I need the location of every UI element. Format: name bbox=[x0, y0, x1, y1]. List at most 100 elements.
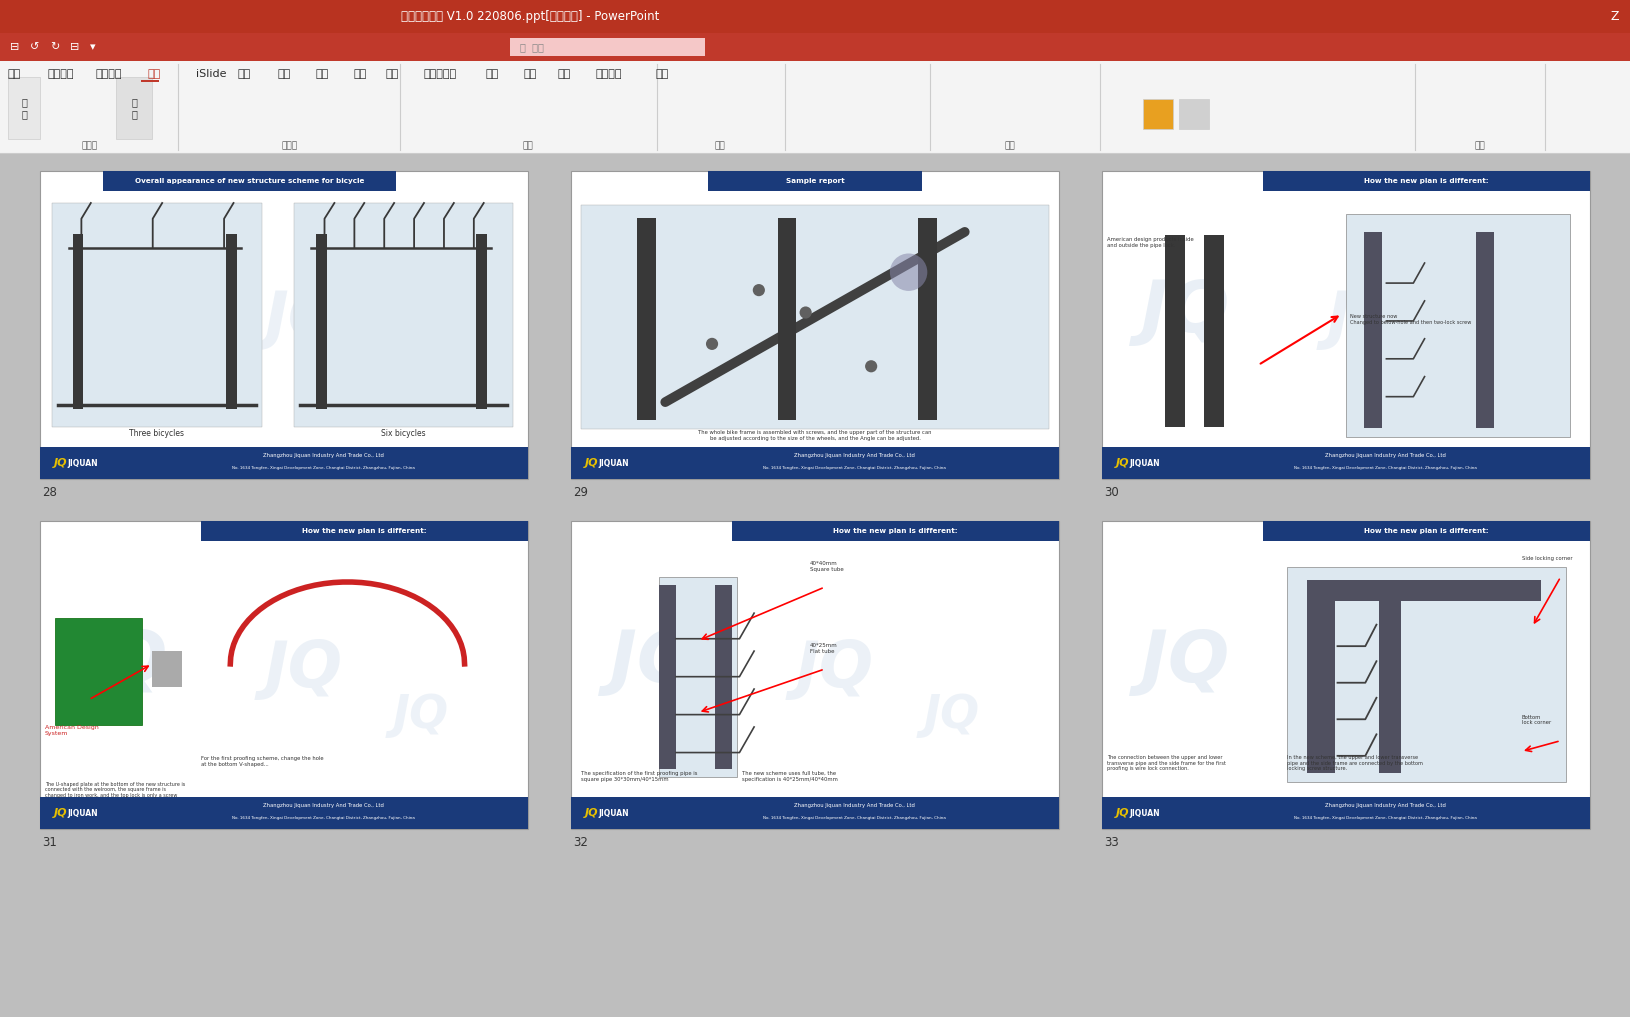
Text: JQ: JQ bbox=[393, 693, 448, 737]
Text: JIQUAN: JIQUAN bbox=[67, 809, 98, 818]
Bar bbox=[1477, 232, 1495, 428]
Text: JQ: JQ bbox=[610, 279, 698, 347]
Text: JQ: JQ bbox=[795, 638, 874, 700]
Bar bbox=[570, 447, 1060, 479]
Text: 粘
贴: 粘 贴 bbox=[21, 98, 28, 119]
Bar bbox=[41, 521, 528, 829]
Text: iSlide: iSlide bbox=[196, 69, 227, 79]
Text: JQ: JQ bbox=[1141, 279, 1229, 347]
Bar bbox=[41, 447, 528, 479]
Text: 绘图: 绘图 bbox=[279, 69, 292, 79]
Text: American Design
System: American Design System bbox=[46, 725, 99, 736]
Text: Zhangzhou Jiquan Industry And Trade Co., Ltd: Zhangzhou Jiquan Industry And Trade Co.,… bbox=[262, 454, 383, 459]
Text: JQ: JQ bbox=[78, 279, 168, 347]
Text: 文件: 文件 bbox=[8, 69, 21, 79]
Text: JQ: JQ bbox=[1117, 458, 1130, 468]
Text: 帮助: 帮助 bbox=[655, 69, 668, 79]
Bar bbox=[8, 77, 41, 139]
Text: No. 1634 Tongfen, Xingai Development Zone, Changtai District, Zhangzhou, Fujian,: No. 1634 Tongfen, Xingai Development Zon… bbox=[763, 816, 945, 820]
Circle shape bbox=[753, 284, 764, 296]
Text: 开发工具: 开发工具 bbox=[597, 69, 623, 79]
Bar bbox=[1143, 99, 1174, 129]
Bar bbox=[152, 651, 181, 686]
Text: Z: Z bbox=[1610, 10, 1619, 23]
Text: Zhangzhou Jiquan Industry And Trade Co., Ltd: Zhangzhou Jiquan Industry And Trade Co.,… bbox=[1325, 454, 1446, 459]
Text: How the new plan is different:: How the new plan is different: bbox=[1364, 178, 1488, 184]
Text: 视图: 视图 bbox=[523, 69, 538, 79]
Text: ↺: ↺ bbox=[29, 42, 39, 52]
Text: JQ: JQ bbox=[924, 693, 980, 737]
Text: No. 1634 Tongfen, Xingai Development Zone, Changtai District, Zhangzhou, Fujian,: No. 1634 Tongfen, Xingai Development Zon… bbox=[763, 466, 945, 470]
Text: JQ: JQ bbox=[795, 288, 874, 350]
Text: JQ: JQ bbox=[78, 629, 168, 698]
Bar bbox=[41, 171, 528, 479]
Text: JIQUAN: JIQUAN bbox=[67, 459, 98, 468]
Text: 幻灯片放映: 幻灯片放映 bbox=[424, 69, 456, 79]
Bar bbox=[707, 171, 923, 191]
Text: 效率专家: 效率专家 bbox=[96, 69, 122, 79]
Text: Zhangzhou Jiquan Industry And Trade Co., Ltd: Zhangzhou Jiquan Industry And Trade Co.,… bbox=[794, 803, 914, 809]
Text: 剪贴板: 剪贴板 bbox=[82, 141, 98, 151]
Text: JQ: JQ bbox=[585, 458, 598, 468]
Text: New structure now
Changed to below-hole and then two-lock screw: New structure now Changed to below-hole … bbox=[1351, 314, 1472, 324]
Text: 32: 32 bbox=[574, 836, 588, 848]
Text: JIQUAN: JIQUAN bbox=[598, 459, 629, 468]
Bar bbox=[637, 219, 655, 420]
Text: JQ: JQ bbox=[1141, 629, 1229, 698]
Text: No. 1634 Tongfen, Xingai Development Zone, Changtai District, Zhangzhou, Fujian,: No. 1634 Tongfen, Xingai Development Zon… bbox=[231, 466, 414, 470]
Text: JQ: JQ bbox=[264, 288, 342, 350]
Text: The connection between the upper and lower
transverse pipe and the side frame fo: The connection between the upper and low… bbox=[1107, 755, 1226, 772]
Bar bbox=[1307, 584, 1335, 773]
Bar bbox=[52, 203, 262, 427]
Bar bbox=[570, 521, 1060, 829]
Text: No. 1634 Tongfen, Xingai Development Zone, Changtai District, Zhangzhou, Fujian,: No. 1634 Tongfen, Xingai Development Zon… bbox=[1294, 466, 1477, 470]
Bar bbox=[732, 521, 1060, 541]
Bar bbox=[55, 617, 142, 725]
Text: The U-shaped plate at the bottom of the new structure is
connected with the welr: The U-shaped plate at the bottom of the … bbox=[46, 782, 186, 798]
Text: JQ: JQ bbox=[54, 458, 67, 468]
Text: The new scheme uses full tube, the
specification is 40*25mm/40*40mm: The new scheme uses full tube, the speci… bbox=[742, 771, 838, 782]
Text: Zhangzhou Jiquan Industry And Trade Co., Ltd: Zhangzhou Jiquan Industry And Trade Co.,… bbox=[794, 454, 914, 459]
Text: No. 1634 Tongfen, Xingai Development Zone, Changtai District, Zhangzhou, Fujian,: No. 1634 Tongfen, Xingai Development Zon… bbox=[231, 816, 414, 820]
Text: 40*25mm
Flat tube: 40*25mm Flat tube bbox=[810, 643, 838, 654]
Text: JQ: JQ bbox=[610, 629, 698, 698]
Text: JQ: JQ bbox=[393, 343, 448, 387]
Bar bbox=[1307, 580, 1540, 601]
Text: JIQUAN: JIQUAN bbox=[1130, 809, 1159, 818]
Circle shape bbox=[706, 338, 719, 350]
Bar bbox=[1205, 235, 1224, 426]
Text: 33: 33 bbox=[1104, 836, 1118, 848]
Text: JQ: JQ bbox=[1327, 638, 1405, 700]
Text: 集全报告模版 V1.0 220806.ppt[兼容模式] - PowerPoint: 集全报告模版 V1.0 220806.ppt[兼容模式] - PowerPoin… bbox=[401, 10, 659, 23]
Text: 开始: 开始 bbox=[148, 69, 161, 79]
Bar bbox=[0, 33, 1630, 61]
Text: JQ: JQ bbox=[264, 638, 342, 700]
Text: 新
建: 新 建 bbox=[130, 98, 137, 119]
Text: JIQUAN: JIQUAN bbox=[1130, 459, 1159, 468]
Bar bbox=[1263, 521, 1589, 541]
Text: How the new plan is different:: How the new plan is different: bbox=[1364, 528, 1488, 534]
Bar bbox=[1288, 566, 1565, 782]
Text: How the new plan is different:: How the new plan is different: bbox=[833, 528, 958, 534]
Bar bbox=[510, 38, 706, 56]
Text: 审阅: 审阅 bbox=[486, 69, 499, 79]
Text: 30: 30 bbox=[1104, 485, 1118, 498]
Text: JQ: JQ bbox=[54, 807, 67, 818]
Circle shape bbox=[866, 360, 877, 372]
Bar bbox=[1102, 171, 1589, 479]
Text: 录制: 录制 bbox=[557, 69, 570, 79]
Bar bbox=[41, 797, 528, 829]
Text: 字体: 字体 bbox=[523, 141, 533, 151]
Text: 幻灯片: 幻灯片 bbox=[282, 141, 298, 151]
Text: 🔍  搜索: 🔍 搜索 bbox=[520, 42, 544, 52]
Text: 28: 28 bbox=[42, 485, 57, 498]
Text: 31: 31 bbox=[42, 836, 57, 848]
Text: 动画: 动画 bbox=[386, 69, 399, 79]
Text: Six bicycles: Six bicycles bbox=[381, 429, 425, 438]
Bar bbox=[1102, 447, 1589, 479]
Bar bbox=[716, 585, 732, 769]
Text: Zhangzhou Jiquan Industry And Trade Co., Ltd: Zhangzhou Jiquan Industry And Trade Co.,… bbox=[262, 803, 383, 809]
Text: JQ: JQ bbox=[1454, 693, 1511, 737]
Text: 切换: 切换 bbox=[354, 69, 367, 79]
Text: The specification of the first proofing pipe is
square pipe 30*30mm/40*15mm: The specification of the first proofing … bbox=[580, 771, 698, 782]
